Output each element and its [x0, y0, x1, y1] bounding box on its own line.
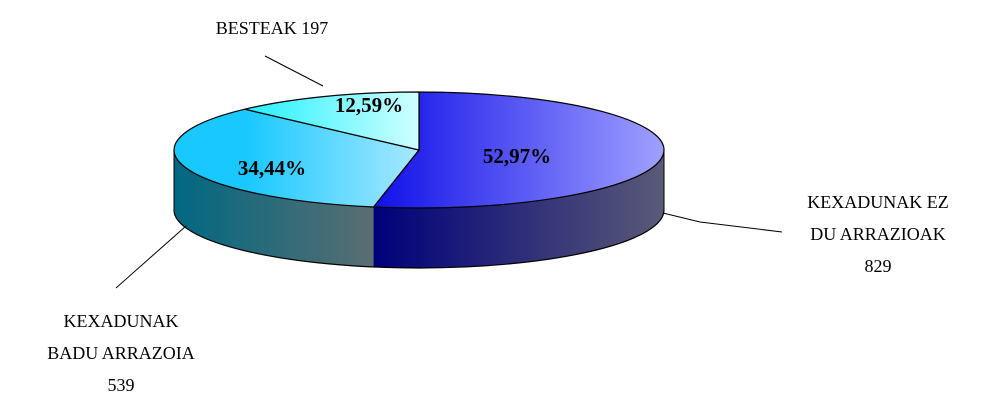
- slice-label-2-line-0: BESTEAK 197: [216, 18, 329, 38]
- slice-label-0-line-0: KEXADUNAK EZ: [807, 192, 948, 212]
- leader-line-1: [115, 225, 187, 289]
- pie-bottom-rim: [173, 209, 665, 269]
- pie-labels: 52,97% KEXADUNAK EZ DU ARRAZIOAK 829 34,44% K…: [47, 18, 949, 395]
- data-label-2: 12,59%: [335, 93, 403, 117]
- pie-slice-2: [244, 91, 420, 151]
- slice-label-1-line-2: 539: [108, 375, 135, 395]
- pie-side-1: [174, 150, 374, 267]
- slice-label-0-line-2: 829: [865, 256, 892, 276]
- pie-tops: [173, 91, 665, 209]
- data-label-0: 52,97%: [483, 144, 551, 168]
- slice-label-1-line-1: BADU ARRAZOIA: [47, 343, 195, 363]
- leader-line-0: [662, 212, 783, 233]
- leader-line-2: [264, 55, 324, 87]
- data-label-1: 34,44%: [238, 156, 306, 180]
- pie-slice-0: [372, 91, 665, 209]
- pie-outline: [173, 150, 665, 269]
- pie-slice-1: [173, 108, 421, 208]
- slice-label-1-line-0: KEXADUNAK: [64, 311, 179, 331]
- pie-sides: [174, 150, 664, 268]
- slice-label-0-line-1: DU ARRAZIOAK: [810, 224, 946, 244]
- pie-side-0: [373, 150, 664, 268]
